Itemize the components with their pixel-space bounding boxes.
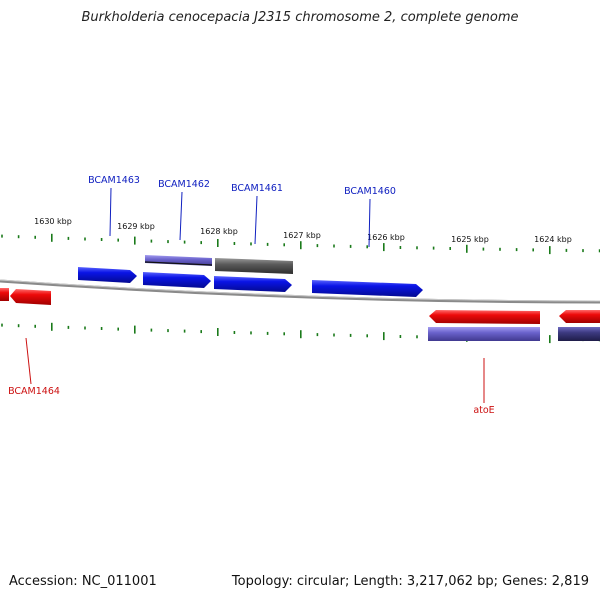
gene-label-forward[interactable]: BCAM1463 [88,175,140,186]
gene-label-forward[interactable]: BCAM1461 [231,183,283,194]
tick-label: 1624 kbp [534,235,572,244]
gene-label-reverse[interactable]: BCAM1464 [8,386,60,397]
cds-bar[interactable] [558,327,600,341]
genome-title: Burkholderia cenocepacia J2315 chromosom… [81,10,519,25]
tick-label: 1625 kbp [451,235,489,244]
gene-arrow-reverse[interactable] [0,288,9,301]
tick-label: 1629 kbp [117,222,155,231]
leader-line [254,195,258,245]
gene-labels: BCAM1463 BCAM1462 BCAM1461 BCAM1460 BCAM… [8,175,495,416]
cds-track-forward [144,255,293,274]
tick-label: 1627 kbp [283,231,321,240]
gene-arrow-forward[interactable] [143,272,211,288]
gene-arrow-forward[interactable] [78,267,137,283]
cds-bar[interactable] [428,327,540,341]
chromosome-backbone-highlight [0,279,600,302]
cds-track-reverse [428,327,600,341]
label-leaders [25,187,485,403]
tick-label: 1628 kbp [200,227,238,236]
gene-arrow-reverse[interactable] [429,310,540,324]
leader-line [179,191,183,241]
tick-labels: 1630 kbp 1629 kbp 1628 kbp 1627 kbp 1626… [34,217,572,244]
tick-label: 1630 kbp [34,217,72,226]
cds-bar[interactable] [215,258,293,274]
tick-label: 1626 kbp [367,233,405,242]
gene-label-forward[interactable]: BCAM1460 [344,186,396,197]
gene-label-forward[interactable]: BCAM1462 [158,179,210,190]
gene-arrow-forward[interactable] [312,280,423,297]
reverse-gene-track [0,288,600,324]
leader-line [368,198,371,248]
leader-line [109,187,112,237]
gene-arrow-forward[interactable] [214,276,292,292]
accession-text: Accession: NC_011001 [9,574,157,589]
gene-arrow-reverse[interactable] [559,310,600,323]
gene-arrow-reverse[interactable] [10,289,51,305]
gene-label-reverse[interactable]: atoE [473,405,494,416]
leader-line [25,337,32,385]
forward-gene-track [78,267,423,297]
chromosome-backbone [0,279,600,304]
topology-text: Topology: circular; Length: 3,217,062 bp… [231,574,589,589]
cds-bar-outline [144,261,213,266]
